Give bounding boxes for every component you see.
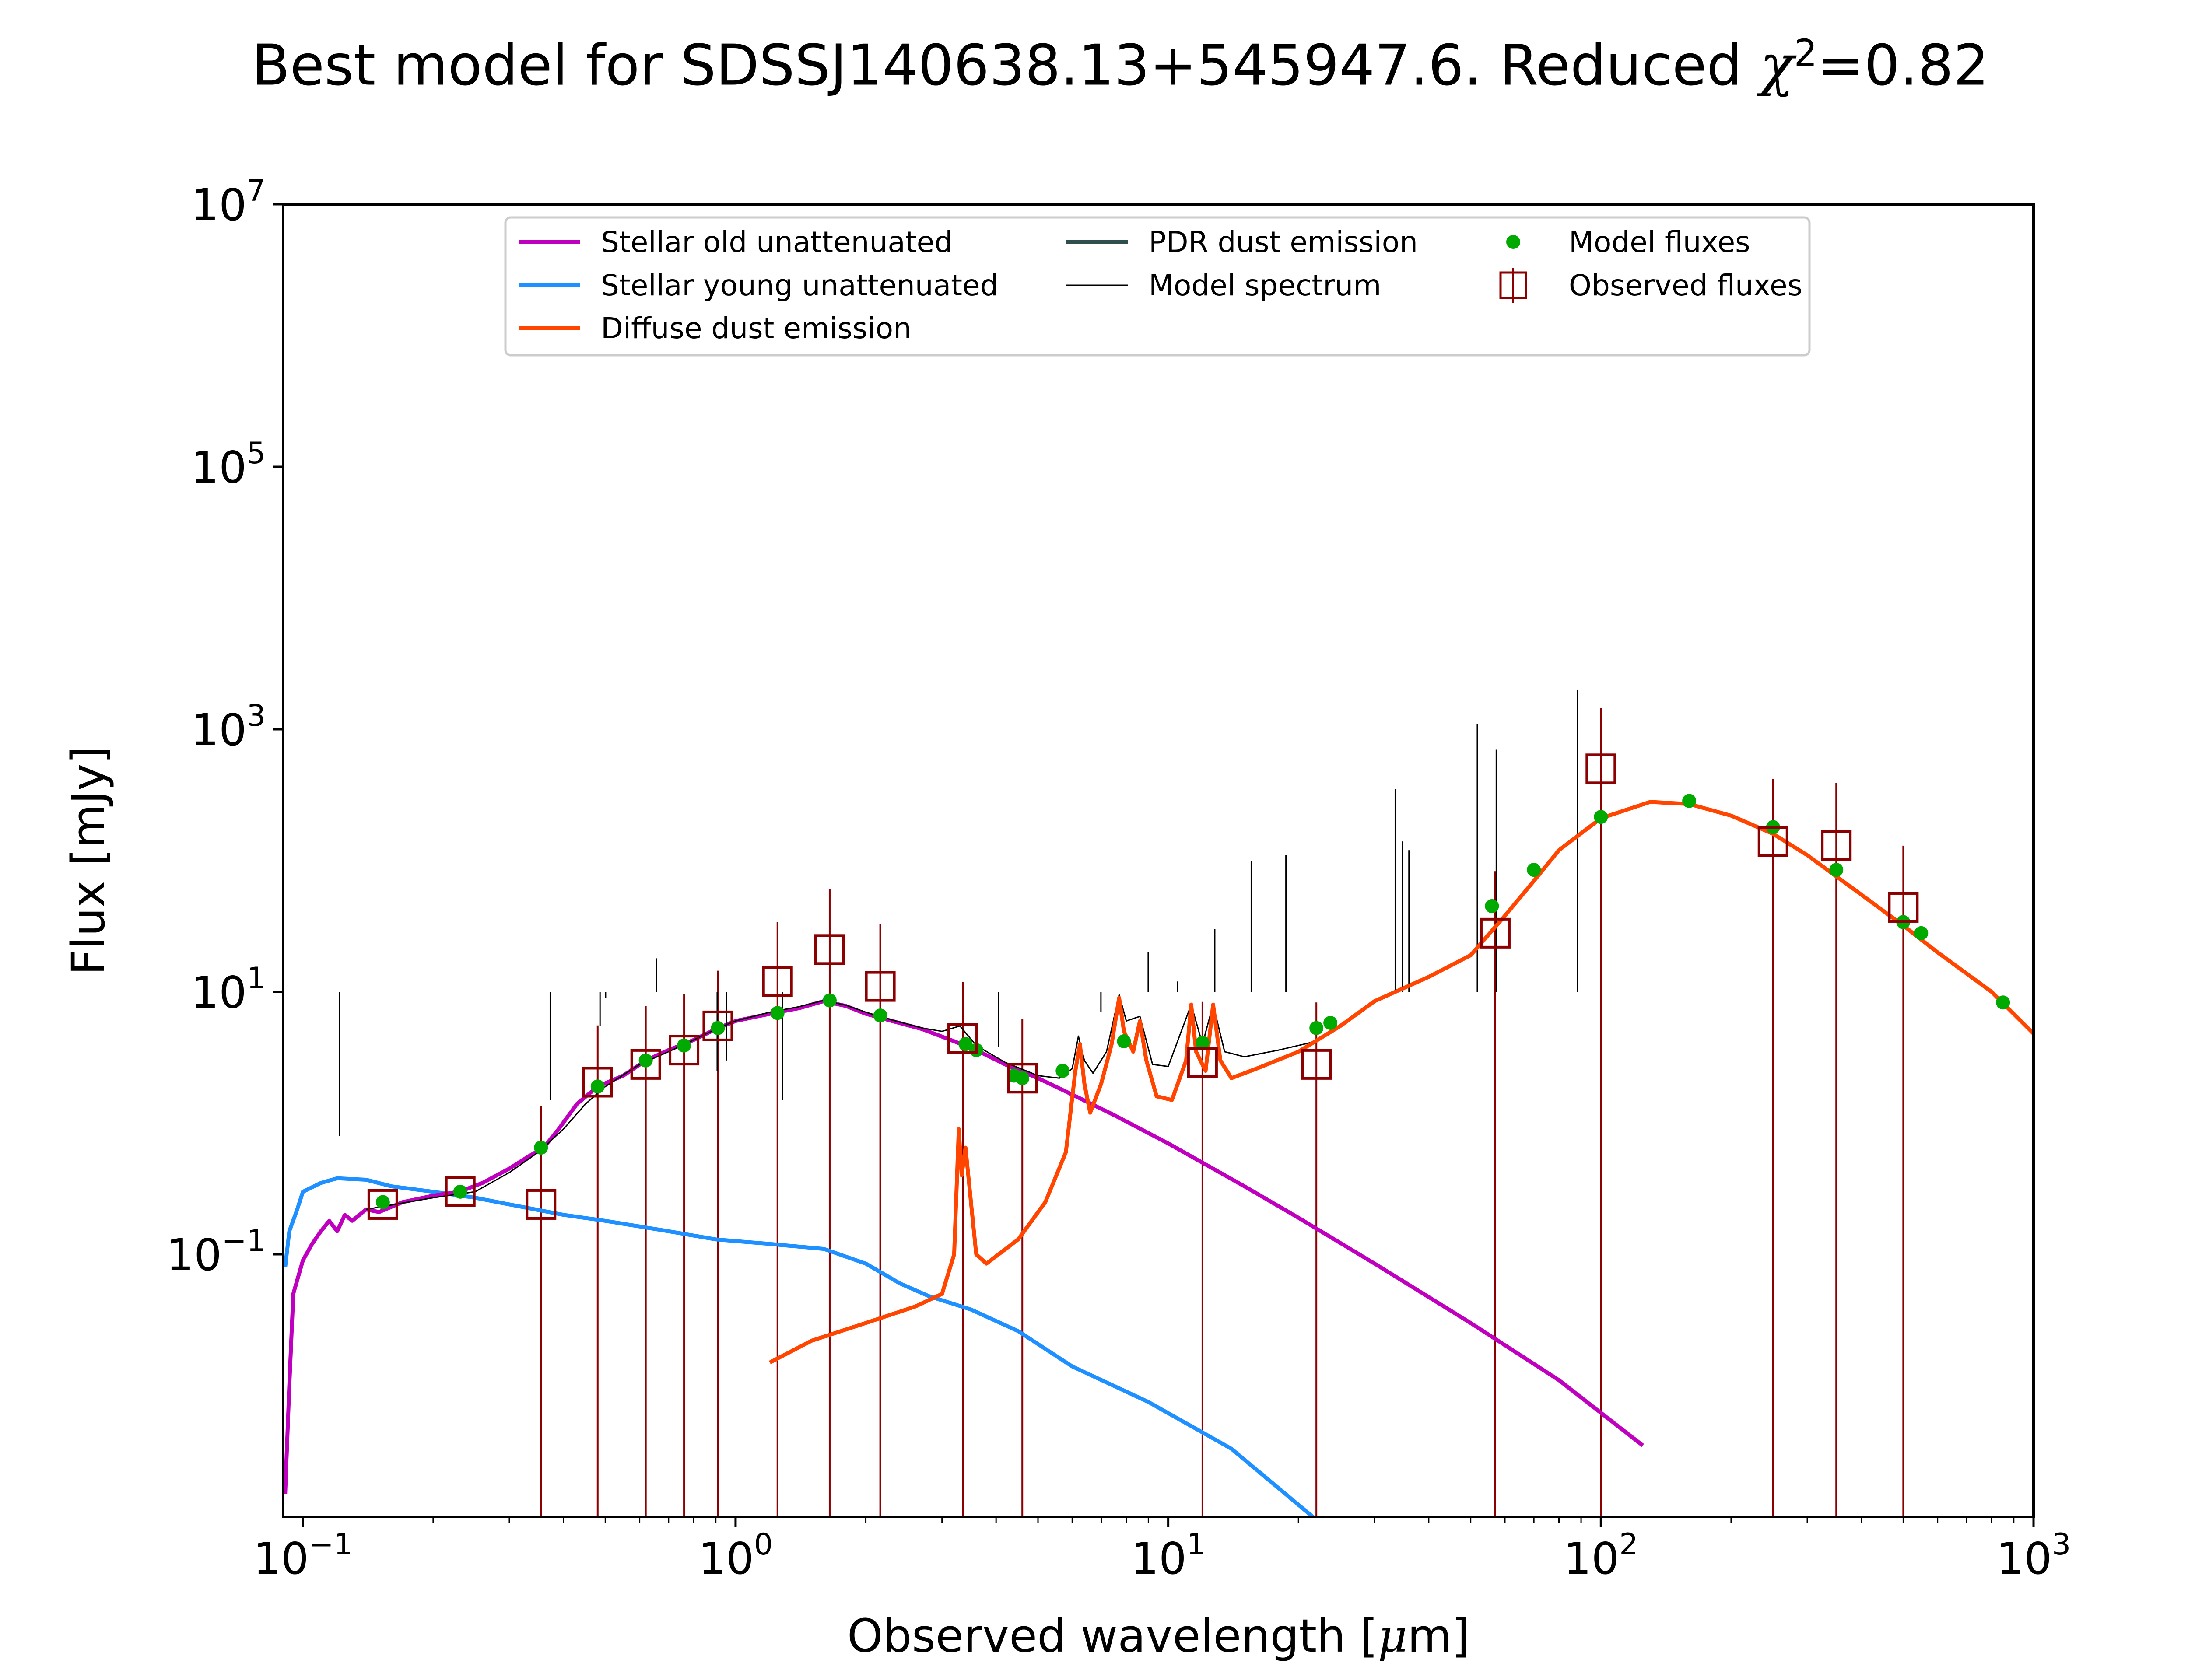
x-tick-label: 100 (698, 1527, 773, 1584)
observed-flux-marker (669, 1035, 700, 1066)
observed-flux-marker (762, 966, 793, 997)
model-flux-point (677, 1038, 691, 1053)
model-flux-point (638, 1053, 653, 1068)
model-flux-point (375, 1195, 390, 1209)
observed-flux-marker (630, 1049, 661, 1080)
model-flux-point (770, 1006, 785, 1020)
observed-flux-marker (814, 934, 845, 965)
y-axis: 10−1 101 103 105 107 (166, 174, 283, 1281)
observed-flux-marker (582, 1067, 613, 1098)
chart-title-text: Best model for SDSSJ140638.13+545947.6. … (251, 33, 1760, 98)
observed-flux-marker (865, 971, 896, 1002)
model-flux-point (1527, 863, 1541, 877)
observed-flux-marker (1757, 826, 1788, 857)
model-flux-point (1195, 1036, 1210, 1050)
observed-flux-marker (1301, 1049, 1332, 1080)
series-layer (283, 690, 2034, 1517)
legend-marker-observed-fluxes (1499, 271, 1527, 299)
legend-label-stellar-old: Stellar old unattenuated (601, 225, 953, 259)
model-flux-point (1055, 1064, 1070, 1078)
legend-label-diffuse-dust: Diffuse dust emission (601, 312, 912, 345)
diffuse-dust-emission-line (769, 800, 2034, 1365)
stellar-old-unattenuated-line (283, 999, 1644, 1494)
x-axis: 10−1 100 101 102 103 (253, 1517, 2071, 1584)
observed-flux-marker (445, 1176, 476, 1207)
y-tick-label: 105 (191, 436, 266, 493)
model-flux-point (822, 993, 837, 1008)
x-tick-label: 102 (1564, 1527, 1638, 1584)
y-axis-label: Flux [mJy] (62, 746, 115, 975)
observed-flux-marker (1480, 917, 1511, 948)
model-flux-point (958, 1037, 973, 1051)
observed-flux-marker (1821, 830, 1852, 861)
model-spectrum-line (366, 801, 2034, 1210)
observed-flux-marker (1888, 892, 1919, 923)
y-tick-label: 103 (191, 699, 266, 756)
model-flux-point (534, 1141, 548, 1155)
model-flux-point (1996, 995, 2010, 1010)
observed-flux-marker (526, 1189, 557, 1220)
legend: Stellar old unattenuated Stellar young u… (504, 216, 1811, 357)
x-axis-label: Observed wavelength [μm] (847, 1609, 1469, 1662)
model-flux-point (711, 1021, 725, 1035)
chart-title-value: =0.82 (1817, 33, 1989, 98)
y-tick-label: 107 (191, 174, 266, 231)
y-tick-label: 101 (191, 961, 266, 1018)
legend-label-model-spectrum: Model spectrum (1149, 269, 1381, 302)
model-flux-point (1015, 1071, 1030, 1085)
model-flux-point (1323, 1015, 1338, 1030)
observed-flux-marker (1007, 1063, 1038, 1094)
legend-label-observed-fluxes: Observed fluxes (1569, 269, 1802, 302)
model-flux-point (453, 1184, 467, 1199)
legend-label-pdr-dust: PDR dust emission (1149, 225, 1418, 259)
x-tick-label: 101 (1131, 1527, 1206, 1584)
chart-title-superscript: 2 (1794, 32, 1817, 74)
legend-label-stellar-young: Stellar young unattenuated (601, 269, 999, 302)
model-flux-point (590, 1079, 605, 1094)
model-flux-point (1829, 863, 1844, 877)
model-flux-point (873, 1008, 887, 1023)
model-flux-point (1117, 1034, 1131, 1049)
x-tick-label: 10−1 (253, 1527, 353, 1584)
x-tick-label: 103 (1996, 1527, 2071, 1584)
model-flux-point (1594, 810, 1608, 824)
observed-flux-marker (367, 1189, 398, 1220)
observed-flux-marker (1187, 1047, 1218, 1078)
y-tick-label: 10−1 (166, 1224, 266, 1281)
chart-title: Best model for SDSSJ140638.13+545947.6. … (0, 32, 2188, 98)
chart-title-chi: χ (1760, 33, 1794, 98)
observed-flux-marker (702, 1010, 733, 1041)
observed-flux-marker (947, 1023, 978, 1054)
model-flux-point (1485, 899, 1499, 914)
stellar-young-unattenuated-line (283, 1176, 1316, 1517)
plot-frame (282, 203, 2035, 1518)
model-flux-point (1914, 926, 1929, 940)
model-flux-point (1309, 1021, 1324, 1035)
observed-flux-marker (1585, 753, 1616, 784)
legend-label-model-fluxes: Model fluxes (1569, 225, 1750, 259)
legend-marker-model-fluxes (1506, 235, 1520, 249)
legend-box (504, 216, 1811, 357)
model-flux-point (1682, 794, 1697, 808)
